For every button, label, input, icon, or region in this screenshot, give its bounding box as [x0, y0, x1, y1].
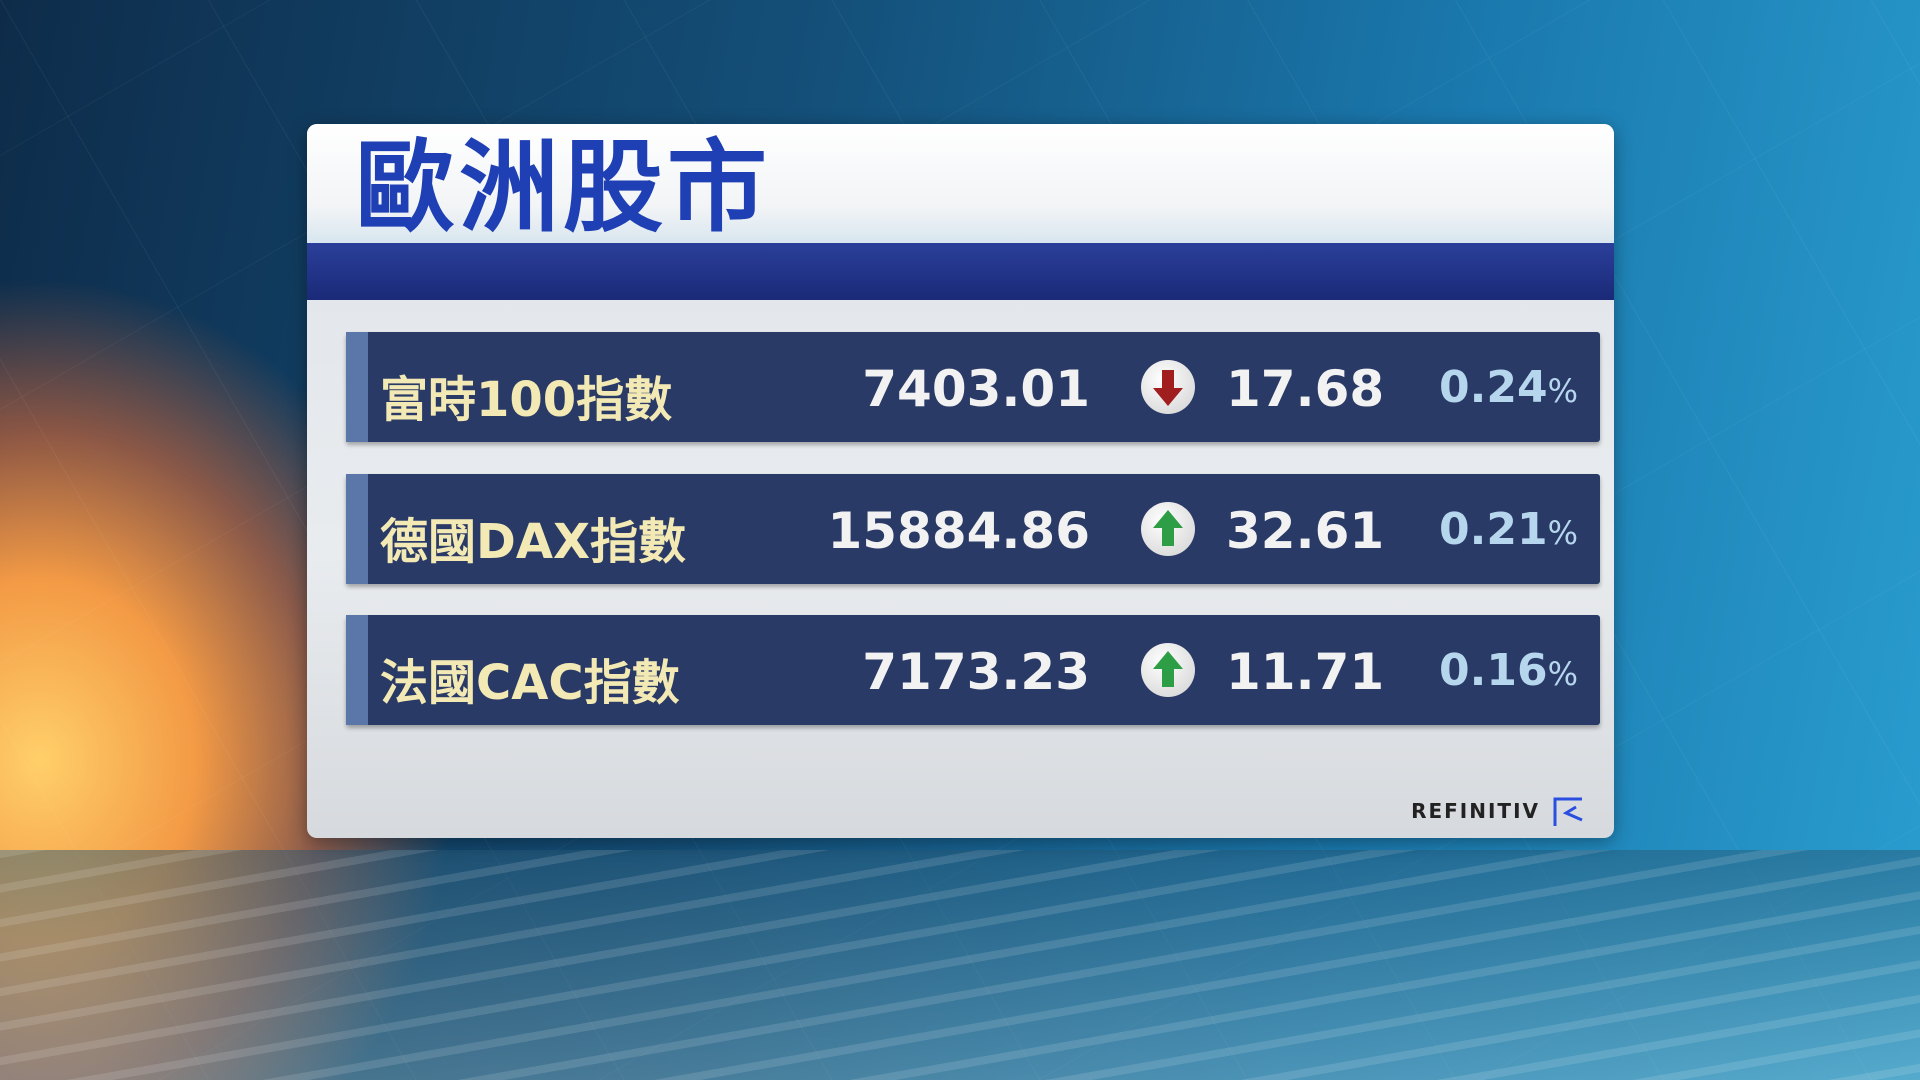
pct-unit: % [1547, 372, 1578, 410]
index-pct: 0.21% [1439, 504, 1578, 555]
index-pct: 0.16% [1439, 645, 1578, 696]
background-floor [0, 850, 1920, 1080]
index-pct: 0.24% [1439, 362, 1578, 413]
index-value: 7403.01 [862, 360, 1090, 418]
row-accent [346, 474, 368, 584]
arrow-up-icon [1141, 643, 1195, 697]
index-row-cac: 法國CAC指數 7173.23 11.71 0.16% [346, 615, 1600, 725]
index-value: 15884.86 [827, 502, 1090, 560]
row-accent [346, 615, 368, 725]
page-title: 歐洲股市 [355, 129, 771, 246]
index-name: 富時100指數 [380, 372, 673, 428]
index-change: 32.61 [1226, 502, 1385, 560]
pct-value: 0.21 [1439, 504, 1548, 555]
refinitiv-mark-icon [1553, 797, 1583, 826]
market-panel: 歐洲股市 富時100指數 7403.01 17.68 0.24% 德國DAX指數… [307, 124, 1614, 838]
pct-unit: % [1547, 514, 1578, 552]
title-band [307, 243, 1614, 300]
arrow-down-icon [1141, 360, 1195, 414]
refinitiv-logo: REFINITIV [1411, 796, 1584, 826]
logo-text: REFINITIV [1411, 799, 1540, 823]
index-row-ftse: 富時100指數 7403.01 17.68 0.24% [346, 332, 1600, 442]
index-change: 11.71 [1226, 643, 1385, 701]
index-change: 17.68 [1226, 360, 1385, 418]
pct-unit: % [1547, 655, 1578, 693]
pct-value: 0.16 [1439, 645, 1548, 696]
row-accent [346, 332, 368, 442]
index-name: 德國DAX指數 [380, 514, 687, 570]
title-area: 歐洲股市 [307, 124, 1614, 243]
pct-value: 0.24 [1439, 362, 1548, 413]
index-row-dax: 德國DAX指數 15884.86 32.61 0.21% [346, 474, 1600, 584]
index-value: 7173.23 [862, 643, 1090, 701]
index-name: 法國CAC指數 [380, 655, 680, 711]
arrow-up-icon [1141, 502, 1195, 556]
